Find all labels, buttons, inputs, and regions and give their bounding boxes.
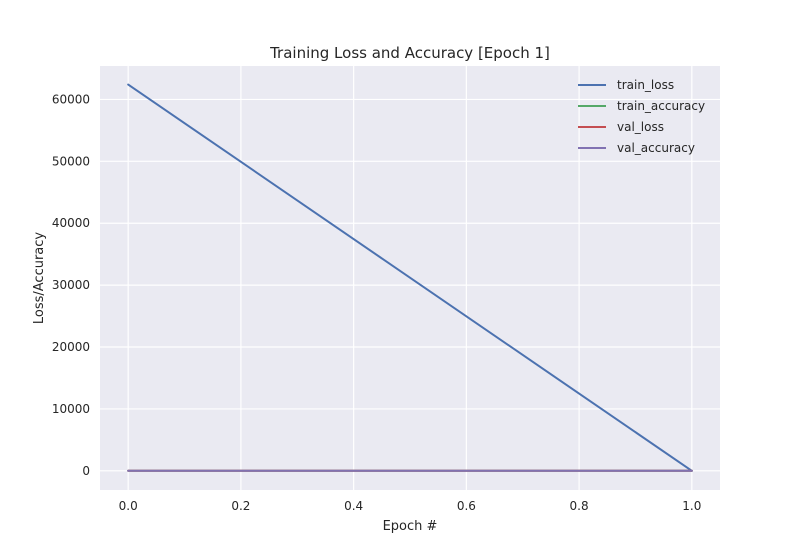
x-tick-label: 0.2 xyxy=(231,499,250,513)
legend: train_loss train_accuracy val_loss val_accu… xyxy=(578,78,705,155)
y-tick-label: 40000 xyxy=(52,216,90,230)
y-axis-label: Loss/Accuracy xyxy=(32,232,47,325)
legend-label: val_loss xyxy=(617,120,664,134)
chart-title: Training Loss and Accuracy [Epoch 1] xyxy=(269,44,550,62)
legend-label: train_accuracy xyxy=(617,99,705,113)
x-axis-label: Epoch # xyxy=(383,519,438,534)
tick-layer: 0.0 0.2 0.4 0.6 0.8 1.0 0 10000 20000 30000 40000 5… xyxy=(52,92,702,513)
x-tick-label: 0.0 xyxy=(119,499,138,513)
y-tick-label: 50000 xyxy=(52,154,90,168)
legend-label: val_accuracy xyxy=(617,141,695,155)
y-tick-label: 10000 xyxy=(52,402,90,416)
x-tick-label: 0.6 xyxy=(457,499,476,513)
x-tick-label: 0.4 xyxy=(344,499,363,513)
x-tick-label: 1.0 xyxy=(682,499,701,513)
series-line-train-loss xyxy=(127,83,693,472)
y-tick-label: 30000 xyxy=(52,278,90,292)
y-tick-label: 0 xyxy=(82,464,90,478)
series-layer xyxy=(127,83,693,472)
legend-label: train_loss xyxy=(617,78,674,92)
y-tick-label: 60000 xyxy=(52,92,90,106)
x-tick-label: 0.8 xyxy=(570,499,589,513)
y-tick-label: 20000 xyxy=(52,340,90,354)
